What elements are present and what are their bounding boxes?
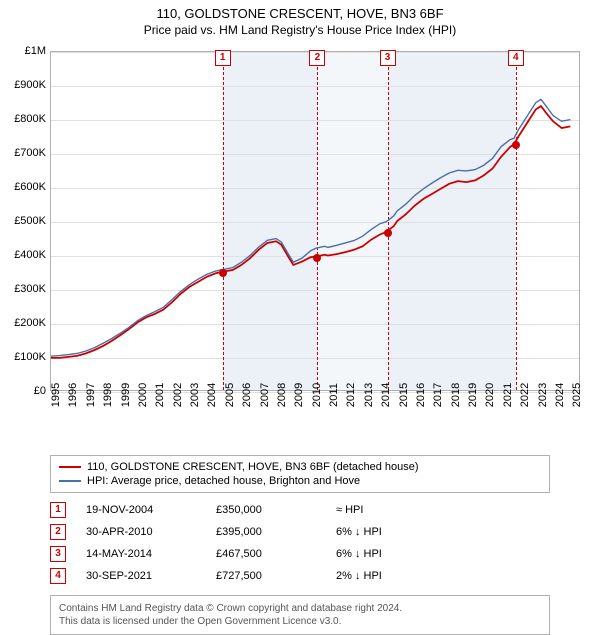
legend-label: 110, GOLDSTONE CRESCENT, HOVE, BN3 6BF (… — [87, 461, 419, 473]
line-series-svg — [51, 52, 579, 390]
sale-price: £467,500 — [216, 548, 316, 560]
sale-marker: 2 — [309, 50, 325, 66]
y-tick-label: £0 — [0, 385, 46, 397]
plot-area: 1 2 3 4 — [50, 51, 580, 391]
y-tick-label: £400K — [0, 249, 46, 261]
sale-dot — [384, 229, 392, 237]
y-tick-label: £700K — [0, 147, 46, 159]
sale-date: 14-MAY-2014 — [86, 548, 196, 560]
sale-marker: 4 — [508, 50, 524, 66]
sale-date: 30-SEP-2021 — [86, 570, 196, 582]
sale-number-box: 1 — [50, 502, 66, 518]
legend-box: 110, GOLDSTONE CRESCENT, HOVE, BN3 6BF (… — [50, 455, 550, 493]
sale-number-box: 4 — [50, 568, 66, 584]
y-tick-label: £600K — [0, 181, 46, 193]
y-tick-label: £200K — [0, 317, 46, 329]
y-tick-label: £500K — [0, 215, 46, 227]
sale-date: 30-APR-2010 — [86, 526, 196, 538]
sale-dot — [219, 269, 227, 277]
chart-container: £0 £100K £200K £300K £400K £500K £600K £700K £80… — [0, 41, 600, 421]
sale-number-box: 3 — [50, 546, 66, 562]
sale-row: 1 19-NOV-2004 £350,000 ≈ HPI — [50, 499, 550, 521]
footer-line: Contains HM Land Registry data © Crown c… — [59, 602, 541, 615]
sale-dot — [512, 141, 520, 149]
series-line-hpi — [51, 99, 570, 356]
sale-price: £395,000 — [216, 526, 316, 538]
series-line-property — [51, 106, 570, 358]
sale-date: 19-NOV-2004 — [86, 504, 196, 516]
legend-swatch — [59, 466, 81, 468]
sale-comparison: 6% ↓ HPI — [336, 548, 456, 560]
legend-item-property: 110, GOLDSTONE CRESCENT, HOVE, BN3 6BF (… — [59, 460, 541, 474]
sale-comparison: ≈ HPI — [336, 504, 456, 516]
chart-title: 110, GOLDSTONE CRESCENT, HOVE, BN3 6BF — [0, 0, 600, 21]
sale-price: £727,500 — [216, 570, 316, 582]
sale-marker: 1 — [215, 50, 231, 66]
y-tick-label: £100K — [0, 351, 46, 363]
sale-row: 4 30-SEP-2021 £727,500 2% ↓ HPI — [50, 565, 550, 587]
sale-row: 2 30-APR-2010 £395,000 6% ↓ HPI — [50, 521, 550, 543]
sale-marker: 3 — [380, 50, 396, 66]
footer-box: Contains HM Land Registry data © Crown c… — [50, 595, 550, 635]
legend-item-hpi: HPI: Average price, detached house, Brig… — [59, 474, 541, 488]
y-tick-label: £1M — [0, 45, 46, 57]
sale-number-box: 2 — [50, 524, 66, 540]
sale-comparison: 2% ↓ HPI — [336, 570, 456, 582]
y-tick-label: £900K — [0, 79, 46, 91]
footer-line: This data is licensed under the Open Gov… — [59, 615, 541, 628]
legend-swatch — [59, 480, 81, 482]
sales-table: 1 19-NOV-2004 £350,000 ≈ HPI 2 30-APR-2010 £39… — [50, 499, 550, 587]
sale-dot — [313, 254, 321, 262]
sale-row: 3 14-MAY-2014 £467,500 6% ↓ HPI — [50, 543, 550, 565]
chart-subtitle: Price paid vs. HM Land Registry's House … — [0, 21, 600, 41]
sale-comparison: 6% ↓ HPI — [336, 526, 456, 538]
sale-price: £350,000 — [216, 504, 316, 516]
legend-label: HPI: Average price, detached house, Brig… — [87, 475, 360, 487]
y-tick-label: £800K — [0, 113, 46, 125]
y-tick-label: £300K — [0, 283, 46, 295]
